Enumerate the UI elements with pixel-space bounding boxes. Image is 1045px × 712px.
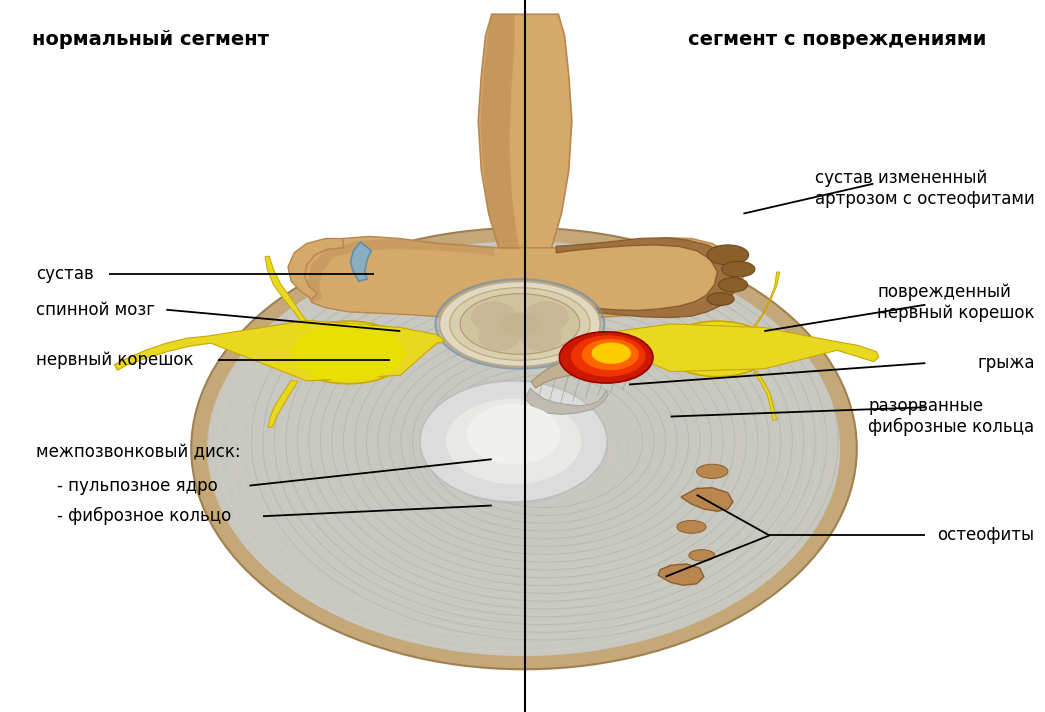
Text: остеофиты: остеофиты xyxy=(937,526,1035,545)
Text: сегмент с повреждениями: сегмент с повреждениями xyxy=(688,30,986,48)
Polygon shape xyxy=(302,236,743,328)
Polygon shape xyxy=(288,239,343,299)
Ellipse shape xyxy=(439,281,601,367)
Ellipse shape xyxy=(559,332,653,383)
Text: нормальный сегмент: нормальный сегмент xyxy=(32,30,270,48)
Ellipse shape xyxy=(420,381,607,502)
Text: грыжа: грыжа xyxy=(977,354,1035,372)
Ellipse shape xyxy=(449,288,590,360)
Polygon shape xyxy=(269,381,299,427)
Ellipse shape xyxy=(591,342,631,364)
Ellipse shape xyxy=(191,228,857,669)
Circle shape xyxy=(522,301,568,333)
Ellipse shape xyxy=(446,399,581,484)
Text: - фиброзное кольцо: - фиброзное кольцо xyxy=(57,507,231,525)
Ellipse shape xyxy=(582,339,638,370)
Polygon shape xyxy=(350,242,371,281)
Ellipse shape xyxy=(208,241,840,656)
Ellipse shape xyxy=(677,520,706,533)
Circle shape xyxy=(471,301,516,333)
Ellipse shape xyxy=(707,293,734,305)
Ellipse shape xyxy=(288,321,408,384)
Ellipse shape xyxy=(707,245,748,265)
Text: спинной мозг: спинной мозг xyxy=(37,300,156,319)
Polygon shape xyxy=(479,14,572,249)
Ellipse shape xyxy=(460,293,580,355)
Polygon shape xyxy=(753,272,780,326)
Polygon shape xyxy=(265,256,306,322)
Ellipse shape xyxy=(663,321,772,377)
Polygon shape xyxy=(525,388,608,414)
Ellipse shape xyxy=(719,278,747,292)
Ellipse shape xyxy=(293,324,404,381)
Polygon shape xyxy=(306,239,494,303)
Ellipse shape xyxy=(689,550,715,561)
Ellipse shape xyxy=(467,404,560,464)
Circle shape xyxy=(479,323,519,351)
Ellipse shape xyxy=(697,464,727,478)
Text: сустав измененный
артрозом с остеофитами: сустав измененный артрозом с остеофитами xyxy=(815,169,1035,208)
Polygon shape xyxy=(603,324,879,372)
Polygon shape xyxy=(681,488,733,511)
Polygon shape xyxy=(753,372,776,420)
Text: сустав: сустав xyxy=(37,265,94,283)
Polygon shape xyxy=(535,238,738,320)
Ellipse shape xyxy=(722,261,754,277)
Polygon shape xyxy=(531,355,600,388)
Text: нервный корешок: нервный корешок xyxy=(37,350,193,369)
Circle shape xyxy=(519,323,561,351)
Text: межпозвонковый диск:: межпозвонковый диск: xyxy=(37,443,241,461)
Polygon shape xyxy=(481,14,519,249)
Ellipse shape xyxy=(500,313,540,335)
Polygon shape xyxy=(658,564,704,585)
Text: поврежденный
нервный корешок: поврежденный нервный корешок xyxy=(877,283,1035,322)
Text: - пульпозное ядро: - пульпозное ядро xyxy=(57,476,217,495)
Ellipse shape xyxy=(571,335,646,377)
Polygon shape xyxy=(114,320,444,381)
Text: разорванные
фиброзные кольца: разорванные фиброзные кольца xyxy=(868,397,1035,436)
